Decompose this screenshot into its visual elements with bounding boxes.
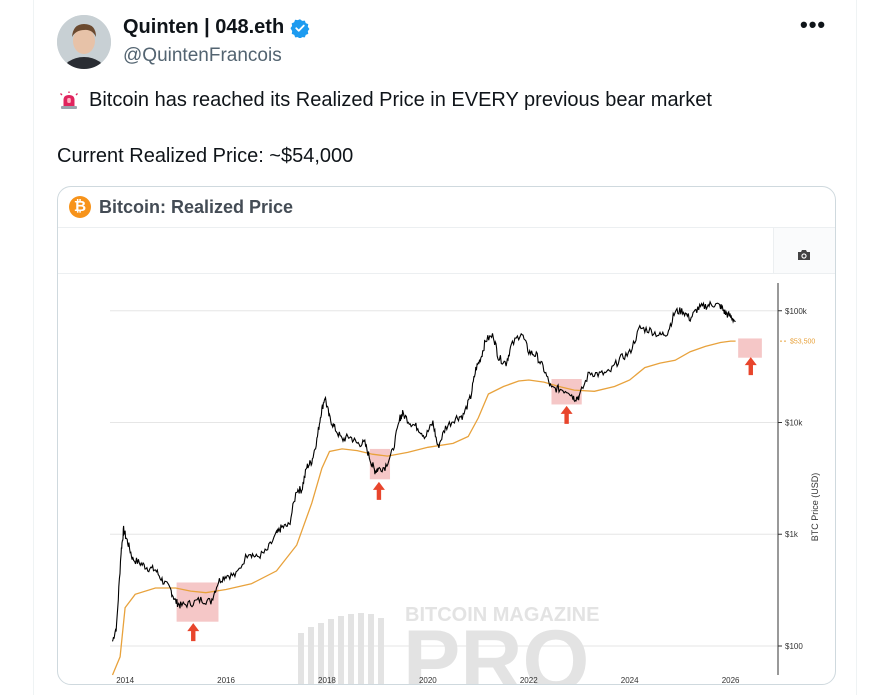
chart-gridlines — [110, 310, 778, 647]
y-axis-title: BTC Price (USD) — [810, 473, 820, 542]
arrow-up-icon-1 — [372, 481, 385, 500]
arrows — [187, 357, 757, 642]
highlight-boxes — [176, 338, 762, 622]
x-tick-label-0: 2014 — [116, 676, 134, 684]
card-title: Bitcoin: Realized Price — [99, 197, 294, 217]
more-options-icon[interactable]: ••• — [800, 12, 827, 37]
tweet-text-line-2: Current Realized Price: ~$54,000 — [57, 145, 354, 167]
card-header: ₿ Bitcoin: Realized Price — [58, 187, 835, 227]
y-tick-label-0: $100 — [785, 642, 803, 651]
bitcoin-logo-icon: ₿ — [69, 196, 91, 218]
x-axis-ticks: 2014 2016 2018 2020 2022 2024 2026 — [116, 676, 740, 684]
y-tick-label-1: $1k — [785, 530, 799, 539]
x-tick-label-1: 2016 — [217, 676, 235, 684]
x-tick-label-5: 2024 — [621, 676, 639, 684]
verified-badge-icon — [290, 18, 310, 38]
watermark-small-text: BITCOIN MAGAZINE — [405, 604, 599, 626]
chart-watermark: BITCOIN MAGAZINE PRO — [298, 604, 599, 684]
media-card[interactable]: ₿ Bitcoin: Realized Price BITCOIN MAGAZI… — [57, 186, 836, 685]
avatar[interactable] — [57, 15, 111, 69]
highlight-box-3 — [738, 338, 762, 358]
x-tick-label-2: 2018 — [318, 676, 336, 684]
user-handle[interactable]: @QuintenFrancois — [123, 45, 282, 66]
police-siren-icon — [60, 91, 78, 109]
arrow-up-icon-0 — [187, 623, 200, 642]
chart-toolbar-filler — [58, 228, 774, 273]
realized-price-line — [111, 340, 736, 676]
realized-price-chart: BITCOIN MAGAZINE PRO $100 $1k $10k $100k 20… — [110, 283, 820, 684]
display-name-text: Quinten | 048.eth — [123, 16, 285, 38]
arrow-up-icon-3 — [744, 357, 757, 376]
y-tick-label-3: $100k — [785, 307, 808, 316]
arrow-up-icon-2 — [560, 405, 573, 424]
display-name[interactable]: Quinten | 048.eth — [123, 16, 310, 39]
chart-toolbar — [58, 227, 835, 274]
x-tick-label-6: 2026 — [722, 676, 740, 684]
tweet-text-line-1: Bitcoin has reached its Realized Price i… — [59, 89, 712, 112]
watermark-logo-bars — [298, 613, 384, 684]
camera-icon[interactable] — [797, 249, 811, 261]
x-tick-label-3: 2020 — [419, 676, 437, 684]
x-tick-label-4: 2022 — [520, 676, 538, 684]
watermark-big-text: PRO — [403, 613, 589, 684]
btc-price-line — [111, 300, 736, 642]
timeline-border-right — [856, 0, 857, 695]
y-tick-label-2: $10k — [785, 418, 803, 427]
timeline-border-left — [33, 0, 34, 695]
tweet-text-line-1-text: Bitcoin has reached its Realized Price i… — [89, 89, 712, 111]
current-price-label: $53,500 — [790, 339, 815, 346]
y-axis-ticks: $100 $1k $10k $100k — [778, 307, 808, 651]
